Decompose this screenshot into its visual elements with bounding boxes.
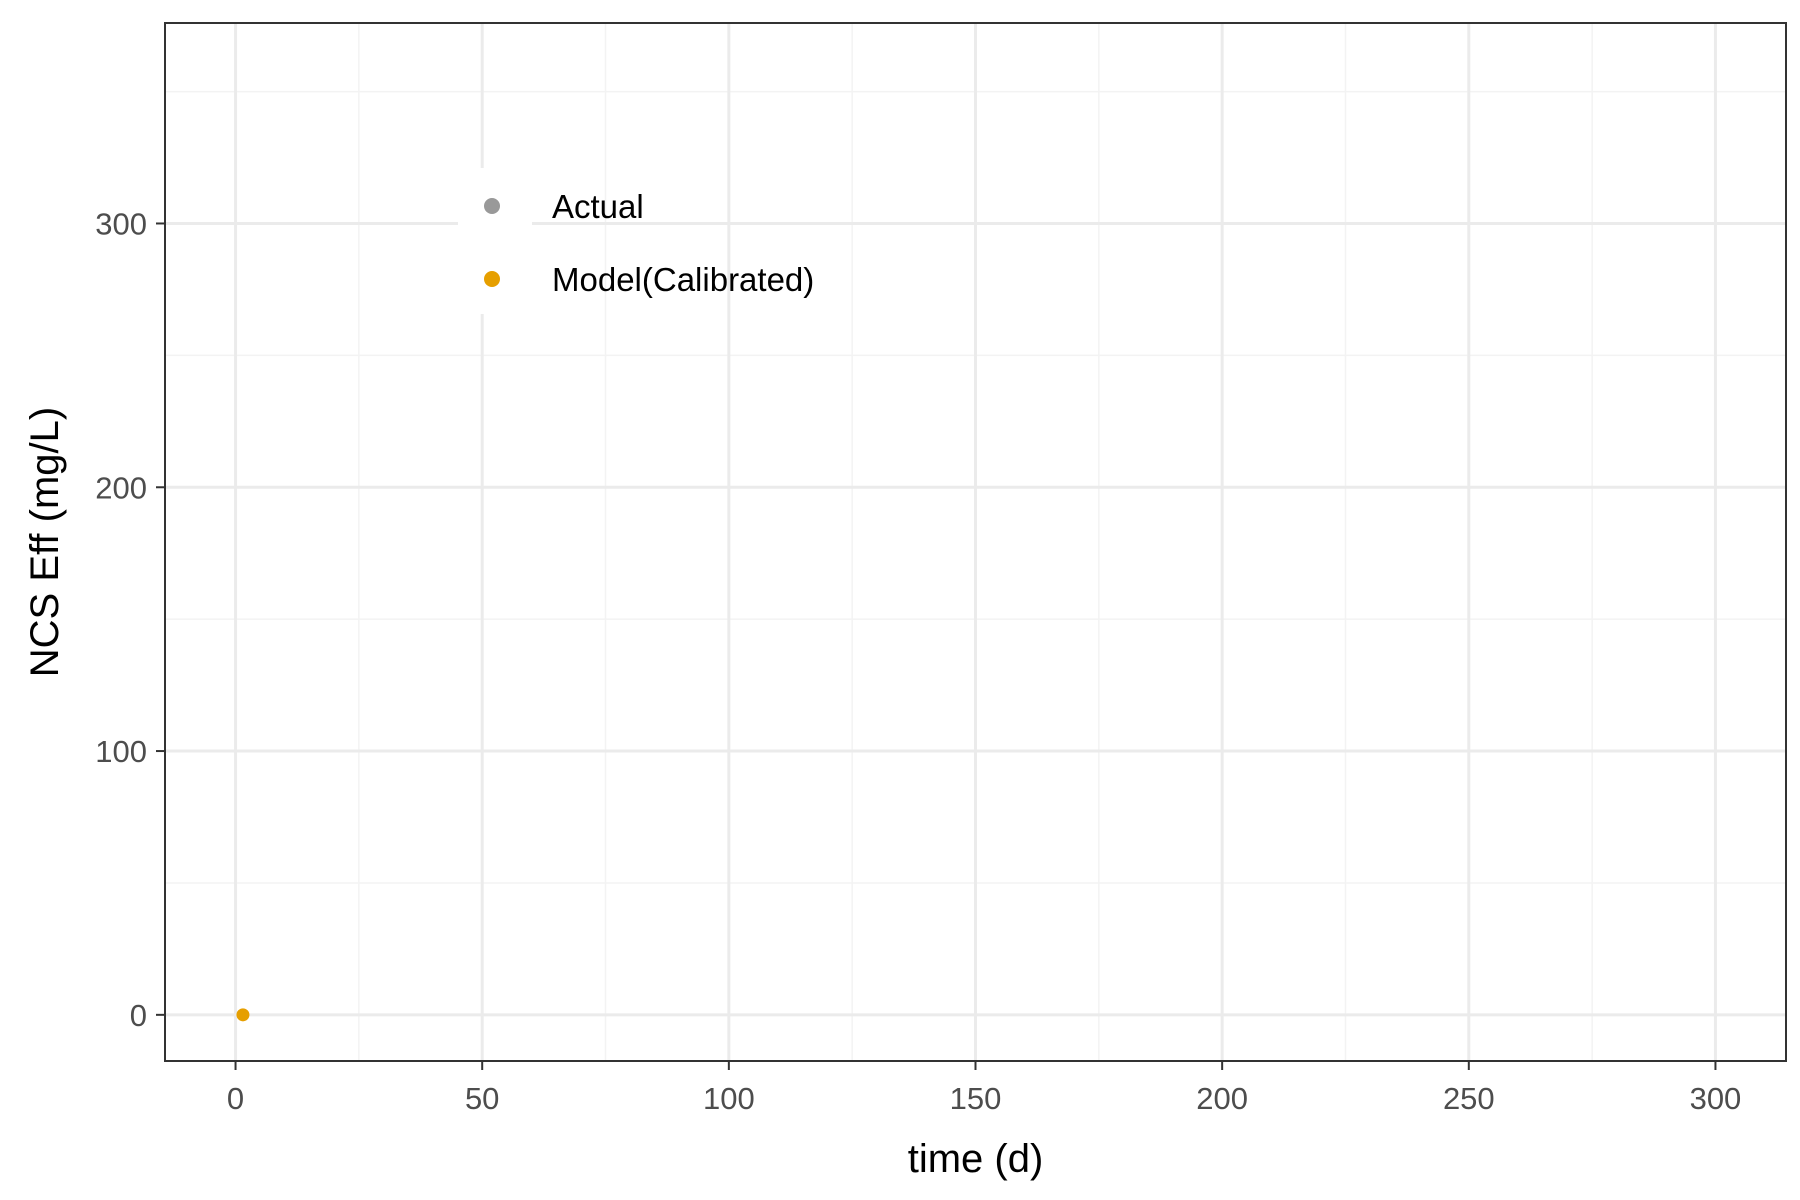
y-tick-label: 0 [130, 998, 147, 1033]
legend-key-actual [484, 198, 500, 214]
data-point [236, 1008, 250, 1022]
y-tick-label: 300 [95, 206, 147, 241]
legend-key-model-calibrated [484, 271, 500, 287]
x-tick-label: 150 [950, 1081, 1002, 1116]
y-axis-ticks: 0 100 200 300 [95, 206, 165, 1033]
y-axis-title: NCS Eff (mg/L) [23, 407, 67, 677]
y-tick-label: 100 [95, 734, 147, 769]
x-tick-label: 0 [227, 1081, 244, 1116]
x-axis-title: time (d) [908, 1137, 1044, 1181]
x-axis-ticks: 0 50 100 150 200 250 300 [227, 1061, 1741, 1116]
x-tick-label: 200 [1196, 1081, 1248, 1116]
legend-background [458, 168, 532, 314]
x-tick-label: 250 [1443, 1081, 1495, 1116]
legend-label-model-calibrated: Model(Calibrated) [552, 261, 814, 298]
y-tick-label: 200 [95, 470, 147, 505]
x-tick-label: 300 [1690, 1081, 1742, 1116]
x-tick-label: 100 [703, 1081, 755, 1116]
legend-label-actual: Actual [552, 188, 644, 225]
major-gridlines [165, 23, 1786, 1061]
x-tick-label: 50 [465, 1081, 499, 1116]
legend: Actual Model(Calibrated) [458, 168, 814, 314]
data-points [236, 1008, 250, 1022]
